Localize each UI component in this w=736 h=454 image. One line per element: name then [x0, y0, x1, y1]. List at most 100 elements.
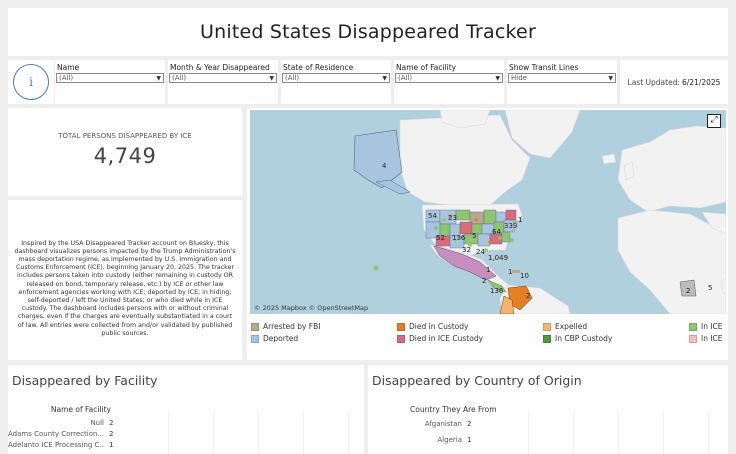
- facility-count: 1: [109, 440, 114, 449]
- country-name: Algeria: [437, 435, 462, 444]
- facility-name: Adelanto ICE Processing C...: [8, 440, 104, 449]
- country-section-title: Disappeared by Country of Origin: [372, 373, 582, 388]
- africa-region: [679, 279, 697, 297]
- filter-state-dropdown[interactable]: (All) ▼: [282, 73, 390, 83]
- legend-item[interactable]: In CBP Custody: [543, 334, 612, 343]
- legend-swatch: [543, 322, 551, 331]
- country-count: 1: [467, 435, 472, 444]
- map-label: 1: [486, 266, 490, 274]
- legend-item[interactable]: Arrested by FBI: [251, 322, 320, 331]
- map-label: 136: [490, 287, 504, 295]
- filter-label: Show Transit Lines: [509, 63, 579, 72]
- last-updated-label: Last Updated:: [627, 77, 680, 87]
- hawaii-marker: [373, 265, 379, 271]
- map-label: 2: [686, 287, 690, 295]
- title-panel: United States Disappeared Tracker: [8, 8, 728, 56]
- alaska-region: [353, 129, 403, 189]
- filter-transit-lines-dropdown[interactable]: Hide ▼: [508, 73, 616, 83]
- chevron-down-icon: ▼: [269, 74, 274, 82]
- facility-column-header[interactable]: Name of Facility: [50, 405, 111, 414]
- legend-swatch: [251, 322, 259, 331]
- map-label: 4: [382, 162, 387, 170]
- world-map[interactable]: 4 54 23 52 136 5 64 339 1 32 24 1,049 1 …: [250, 110, 726, 314]
- legend-item[interactable]: Expelled: [543, 322, 587, 331]
- expand-icon[interactable]: ⤢: [707, 114, 721, 128]
- filter-value: (All): [398, 74, 413, 82]
- legend-label: Expelled: [555, 322, 588, 331]
- map-label: 10: [520, 272, 529, 280]
- total-value: 4,749: [93, 144, 157, 168]
- country-count: 2: [467, 419, 472, 428]
- legend-label: In CBP Custody: [555, 334, 613, 343]
- map-label: 24: [476, 248, 485, 256]
- legend-item[interactable]: In ICE: [689, 322, 723, 331]
- page-title: United States Disappeared Tracker: [200, 21, 536, 43]
- facility-name: Null: [90, 418, 104, 427]
- country-name: Afganistan: [424, 419, 462, 428]
- filter-facility-dropdown[interactable]: (All) ▼: [395, 73, 503, 83]
- country-column-header[interactable]: Country They Are From: [410, 405, 497, 414]
- marker-layer-orange: [448, 214, 492, 244]
- filter-name-dropdown[interactable]: (All) ▼: [56, 73, 164, 83]
- legend-label: Deported: [263, 334, 299, 343]
- table-row[interactable]: Null 2: [8, 417, 113, 428]
- gridline: [573, 411, 574, 454]
- map-copyright[interactable]: © 2025 Mapbox © OpenStreetMap: [254, 304, 369, 312]
- map-label: 1: [508, 268, 512, 276]
- gridline: [708, 411, 709, 454]
- facility-panel: Disappeared by Facility Name of Facility…: [8, 365, 364, 454]
- legend-item[interactable]: Deported: [251, 334, 298, 343]
- gridline: [258, 411, 259, 454]
- gridline: [618, 411, 619, 454]
- info-button[interactable]: i: [8, 60, 54, 104]
- country-panel: Disappeared by Country of Origin Country…: [368, 365, 728, 454]
- legend-item[interactable]: Died in ICE Custody: [397, 334, 483, 343]
- map-canvas[interactable]: 4 54 23 52 136 5 64 339 1 32 24 1,049 1 …: [250, 110, 726, 314]
- central-america-region: [487, 279, 507, 293]
- map-label: 2: [526, 292, 530, 300]
- filter-state: State of Residence (All) ▼: [281, 60, 391, 104]
- colombia-region: [499, 295, 515, 314]
- gridline: [528, 411, 529, 454]
- gridline: [663, 411, 664, 454]
- facility-name: Adams County Correction...: [8, 429, 104, 438]
- facility-count: 2: [109, 418, 114, 427]
- alaska-panhandle: [375, 179, 411, 195]
- legend-item[interactable]: Died in Custody: [397, 322, 468, 331]
- filter-label: Name: [57, 63, 80, 72]
- map-label: 2: [482, 277, 486, 285]
- map-label: 54: [428, 212, 437, 220]
- total-label: TOTAL PERSONS DISAPPEARED BY ICE: [58, 132, 192, 140]
- map-label: 1: [518, 216, 522, 224]
- map-panel: 4 54 23 52 136 5 64 339 1 32 24 1,049 1 …: [247, 108, 728, 360]
- gridline: [213, 411, 214, 454]
- chevron-down-icon: ▼: [156, 74, 161, 82]
- map-label: 339: [504, 222, 517, 230]
- filter-facility: Name of Facility (All) ▼: [394, 60, 504, 104]
- map-label: 32: [462, 246, 471, 254]
- mexico-region: [433, 245, 497, 281]
- map-label: 1,049: [488, 254, 508, 262]
- legend-label: In ICE: [701, 322, 723, 331]
- gridline: [168, 411, 169, 454]
- about-panel: Inspired by the USA Disappeared Tracker …: [8, 200, 242, 360]
- last-updated-value: 6/21/2025: [682, 77, 721, 87]
- last-updated: Last Updated: 6/21/2025: [620, 60, 728, 104]
- gridline: [303, 411, 304, 454]
- table-row[interactable]: Afganistan 2: [368, 418, 472, 429]
- filter-month-year-dropdown[interactable]: (All) ▼: [169, 73, 277, 83]
- us-states-layer: [425, 209, 517, 249]
- map-label: 5: [472, 232, 476, 240]
- info-icon[interactable]: i: [13, 64, 49, 100]
- total-panel: TOTAL PERSONS DISAPPEARED BY ICE 4,749: [8, 108, 242, 196]
- about-text: Inspired by the USA Disappeared Tracker …: [14, 239, 236, 337]
- legend-item[interactable]: In ICE: [689, 334, 723, 343]
- legend-label: In ICE: [701, 334, 723, 343]
- chevron-down-icon: ▼: [382, 74, 387, 82]
- filter-label: State of Residence: [283, 63, 354, 72]
- table-row[interactable]: Adelanto ICE Processing C... 1: [8, 439, 113, 450]
- table-row[interactable]: Adams County Correction... 2: [8, 428, 113, 439]
- table-row[interactable]: Algeria 1: [368, 434, 471, 445]
- filter-label: Name of Facility: [396, 63, 457, 72]
- chevron-down-icon: ▼: [608, 74, 613, 82]
